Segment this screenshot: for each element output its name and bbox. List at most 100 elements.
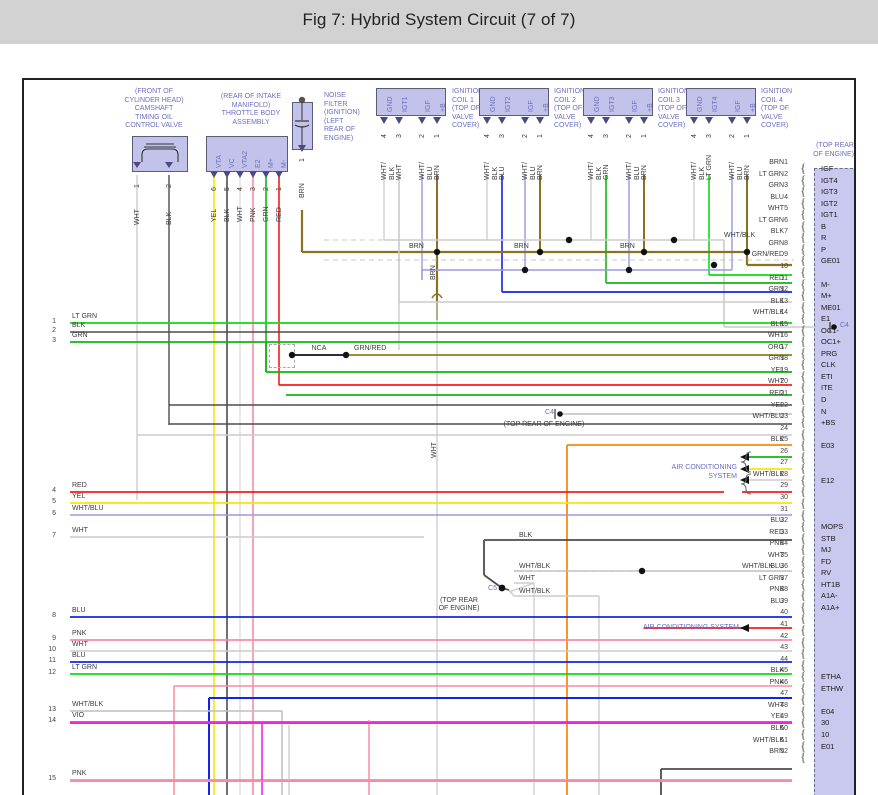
- ecm-pin-brace: {: [800, 240, 807, 256]
- throttle-body-connector: [206, 136, 288, 172]
- left-wire-color: WHT/BLU: [72, 505, 104, 512]
- left-wire-line: [70, 722, 792, 724]
- ecm-wire-color: WHT: [768, 378, 784, 386]
- ecm-signal-name: CLK: [821, 360, 836, 370]
- ecm-pin-number: 46: [780, 678, 788, 686]
- left-wire-number: 1: [52, 318, 56, 325]
- noise-filter-title: NOISE FILTER (IGNITION) (LEFT REAR OF EN…: [324, 92, 360, 142]
- ecm-pin-brace: {: [800, 483, 807, 499]
- ecm-pin-brace: {: [800, 598, 807, 614]
- ecm-pin-brace: {: [800, 737, 807, 753]
- junction-dots: [288, 236, 751, 592]
- ecm-signal-name: IGT4: [821, 175, 838, 185]
- ecm-wire-color: RED: [769, 528, 784, 536]
- left-wire-color: VIO: [72, 712, 85, 719]
- c5-note: (TOP REAR OF ENGINE): [438, 597, 480, 612]
- left-wire-number: 5: [52, 498, 56, 505]
- ecm-pin-brace: {: [800, 564, 807, 580]
- ecm-wire-color: LT GRN: [758, 216, 784, 224]
- wire-graphics-layer-2: [288, 725, 290, 795]
- ecm-pin-number: 33: [780, 528, 788, 536]
- left-wire-color: RED: [72, 482, 87, 489]
- ecm-pin-brace: {: [800, 552, 807, 568]
- left-wire-number: 12: [48, 669, 56, 676]
- ecm-pin-brace: {: [800, 679, 807, 695]
- camshaft-valve-symbol: [133, 143, 179, 168]
- left-wire-color: BLK: [72, 322, 86, 329]
- ecm-signal-name: IGT2: [821, 198, 838, 208]
- ecm-wire-color: BRN: [769, 159, 784, 166]
- ecm-signal-name: PRG: [821, 348, 838, 358]
- ecm-pin-brace: {: [800, 506, 807, 522]
- c4-label: C4: [545, 409, 554, 416]
- ecm-signal-name: ETI: [821, 371, 833, 381]
- ecm-pin-brace: {: [800, 471, 807, 487]
- ecm-signal-name: MJ: [821, 545, 831, 555]
- ac-system-label-1: AIR CONDITIONING SYSTEM: [671, 464, 737, 480]
- ecm-pin-number: 23: [780, 413, 788, 421]
- ecm-pin-number: 22: [780, 401, 788, 409]
- ecm-pin-number: 26: [780, 447, 788, 455]
- ecm-pin-number: 18: [780, 355, 788, 363]
- ecm-wire-color: GRN: [768, 239, 784, 247]
- ecm-pin-number: 37: [780, 574, 788, 582]
- ecm-pin-number: 8: [784, 239, 788, 247]
- ecm-pin-number: 47: [780, 690, 788, 698]
- ecm-pin-number: 43: [780, 644, 788, 652]
- ecm-wire-color: GRN: [768, 286, 784, 294]
- ecm-pin-brace: {: [800, 183, 807, 199]
- noise-filter-symbol: [294, 96, 310, 152]
- ecm-pin-number: 44: [780, 655, 788, 663]
- ecm-wire-color: BLK: [770, 724, 784, 732]
- ecm-pin-brace: {: [800, 714, 807, 730]
- ecm-signal-name: ETHA: [821, 672, 842, 682]
- left-wire-number: 9: [52, 635, 56, 642]
- ecm-connector-title: (TOP REAR OF ENGINE): [813, 142, 854, 158]
- ecm-wire-color: WHT/BLK: [752, 309, 784, 317]
- ecm-wire-color: PNK: [769, 678, 784, 686]
- left-wire-number: 4: [52, 487, 56, 494]
- ecm-pin-number: 4: [784, 193, 788, 201]
- left-wire-number: 13: [48, 706, 56, 713]
- ecm-signal-name: R: [821, 233, 827, 243]
- left-wire-number: 8: [52, 612, 56, 619]
- ecm-pin-brace: {: [800, 610, 807, 626]
- ecm-wire-color: BLK: [770, 667, 784, 675]
- ecm-signal-name: GE01: [821, 256, 841, 266]
- ecm-pin-brace: {: [800, 437, 807, 453]
- left-wire-color: GRN: [72, 332, 88, 339]
- c5-wht-label: WHT: [519, 575, 535, 582]
- ecm-pin-brace: {: [800, 333, 807, 349]
- ecm-pin-brace: {: [800, 217, 807, 233]
- ecm-wire-color: PNK: [769, 540, 784, 548]
- ecm-signal-name: B: [821, 221, 827, 231]
- ignition-coil-4-connector: [686, 88, 756, 116]
- ecm-pin-brace: {: [800, 749, 807, 765]
- ignition-coil-4-title: IGNITION COIL 4 (TOP OF VALVE COVER): [761, 88, 793, 129]
- ecm-signal-name: M+: [821, 291, 832, 301]
- camshaft-valve-body: [132, 136, 188, 172]
- left-wire-color: BLU: [72, 607, 86, 614]
- whtblk-mid-label: WHT/BLK: [742, 563, 774, 570]
- ecm-wire-color: LT GRN: [758, 574, 784, 582]
- ecm-wire-color: YEL: [770, 713, 784, 721]
- ecm-pin-number: 20: [780, 378, 788, 386]
- title-bar: Fig 7: Hybrid System Circuit (7 of 7): [0, 0, 878, 44]
- ecm-pin-number: 19: [780, 366, 788, 374]
- ecm-wire-color: YEL: [770, 401, 784, 409]
- ecm-pin-number: 11: [780, 274, 788, 282]
- ecm-pin-number: 24: [780, 424, 788, 432]
- brn-bus-label-1: BRN: [409, 243, 424, 250]
- ecm-wire-color: BLU: [770, 193, 784, 201]
- ecm-pin-number: 42: [780, 632, 788, 640]
- left-wire-color: LT GRN: [72, 313, 98, 320]
- ecm-pin-brace: {: [800, 541, 807, 557]
- ecm-wire-color: BRN: [769, 748, 784, 756]
- ecm-connector-body: [814, 168, 854, 795]
- ecm-pin-number: 41: [780, 621, 788, 628]
- ecm-signal-name: HT1B: [821, 579, 841, 589]
- left-wire-color: WHT/BLK: [72, 701, 104, 708]
- ecm-signal-name: P: [821, 244, 827, 254]
- ecm-pin-brace: {: [800, 656, 807, 672]
- ignition-coil-2-connector: [479, 88, 549, 116]
